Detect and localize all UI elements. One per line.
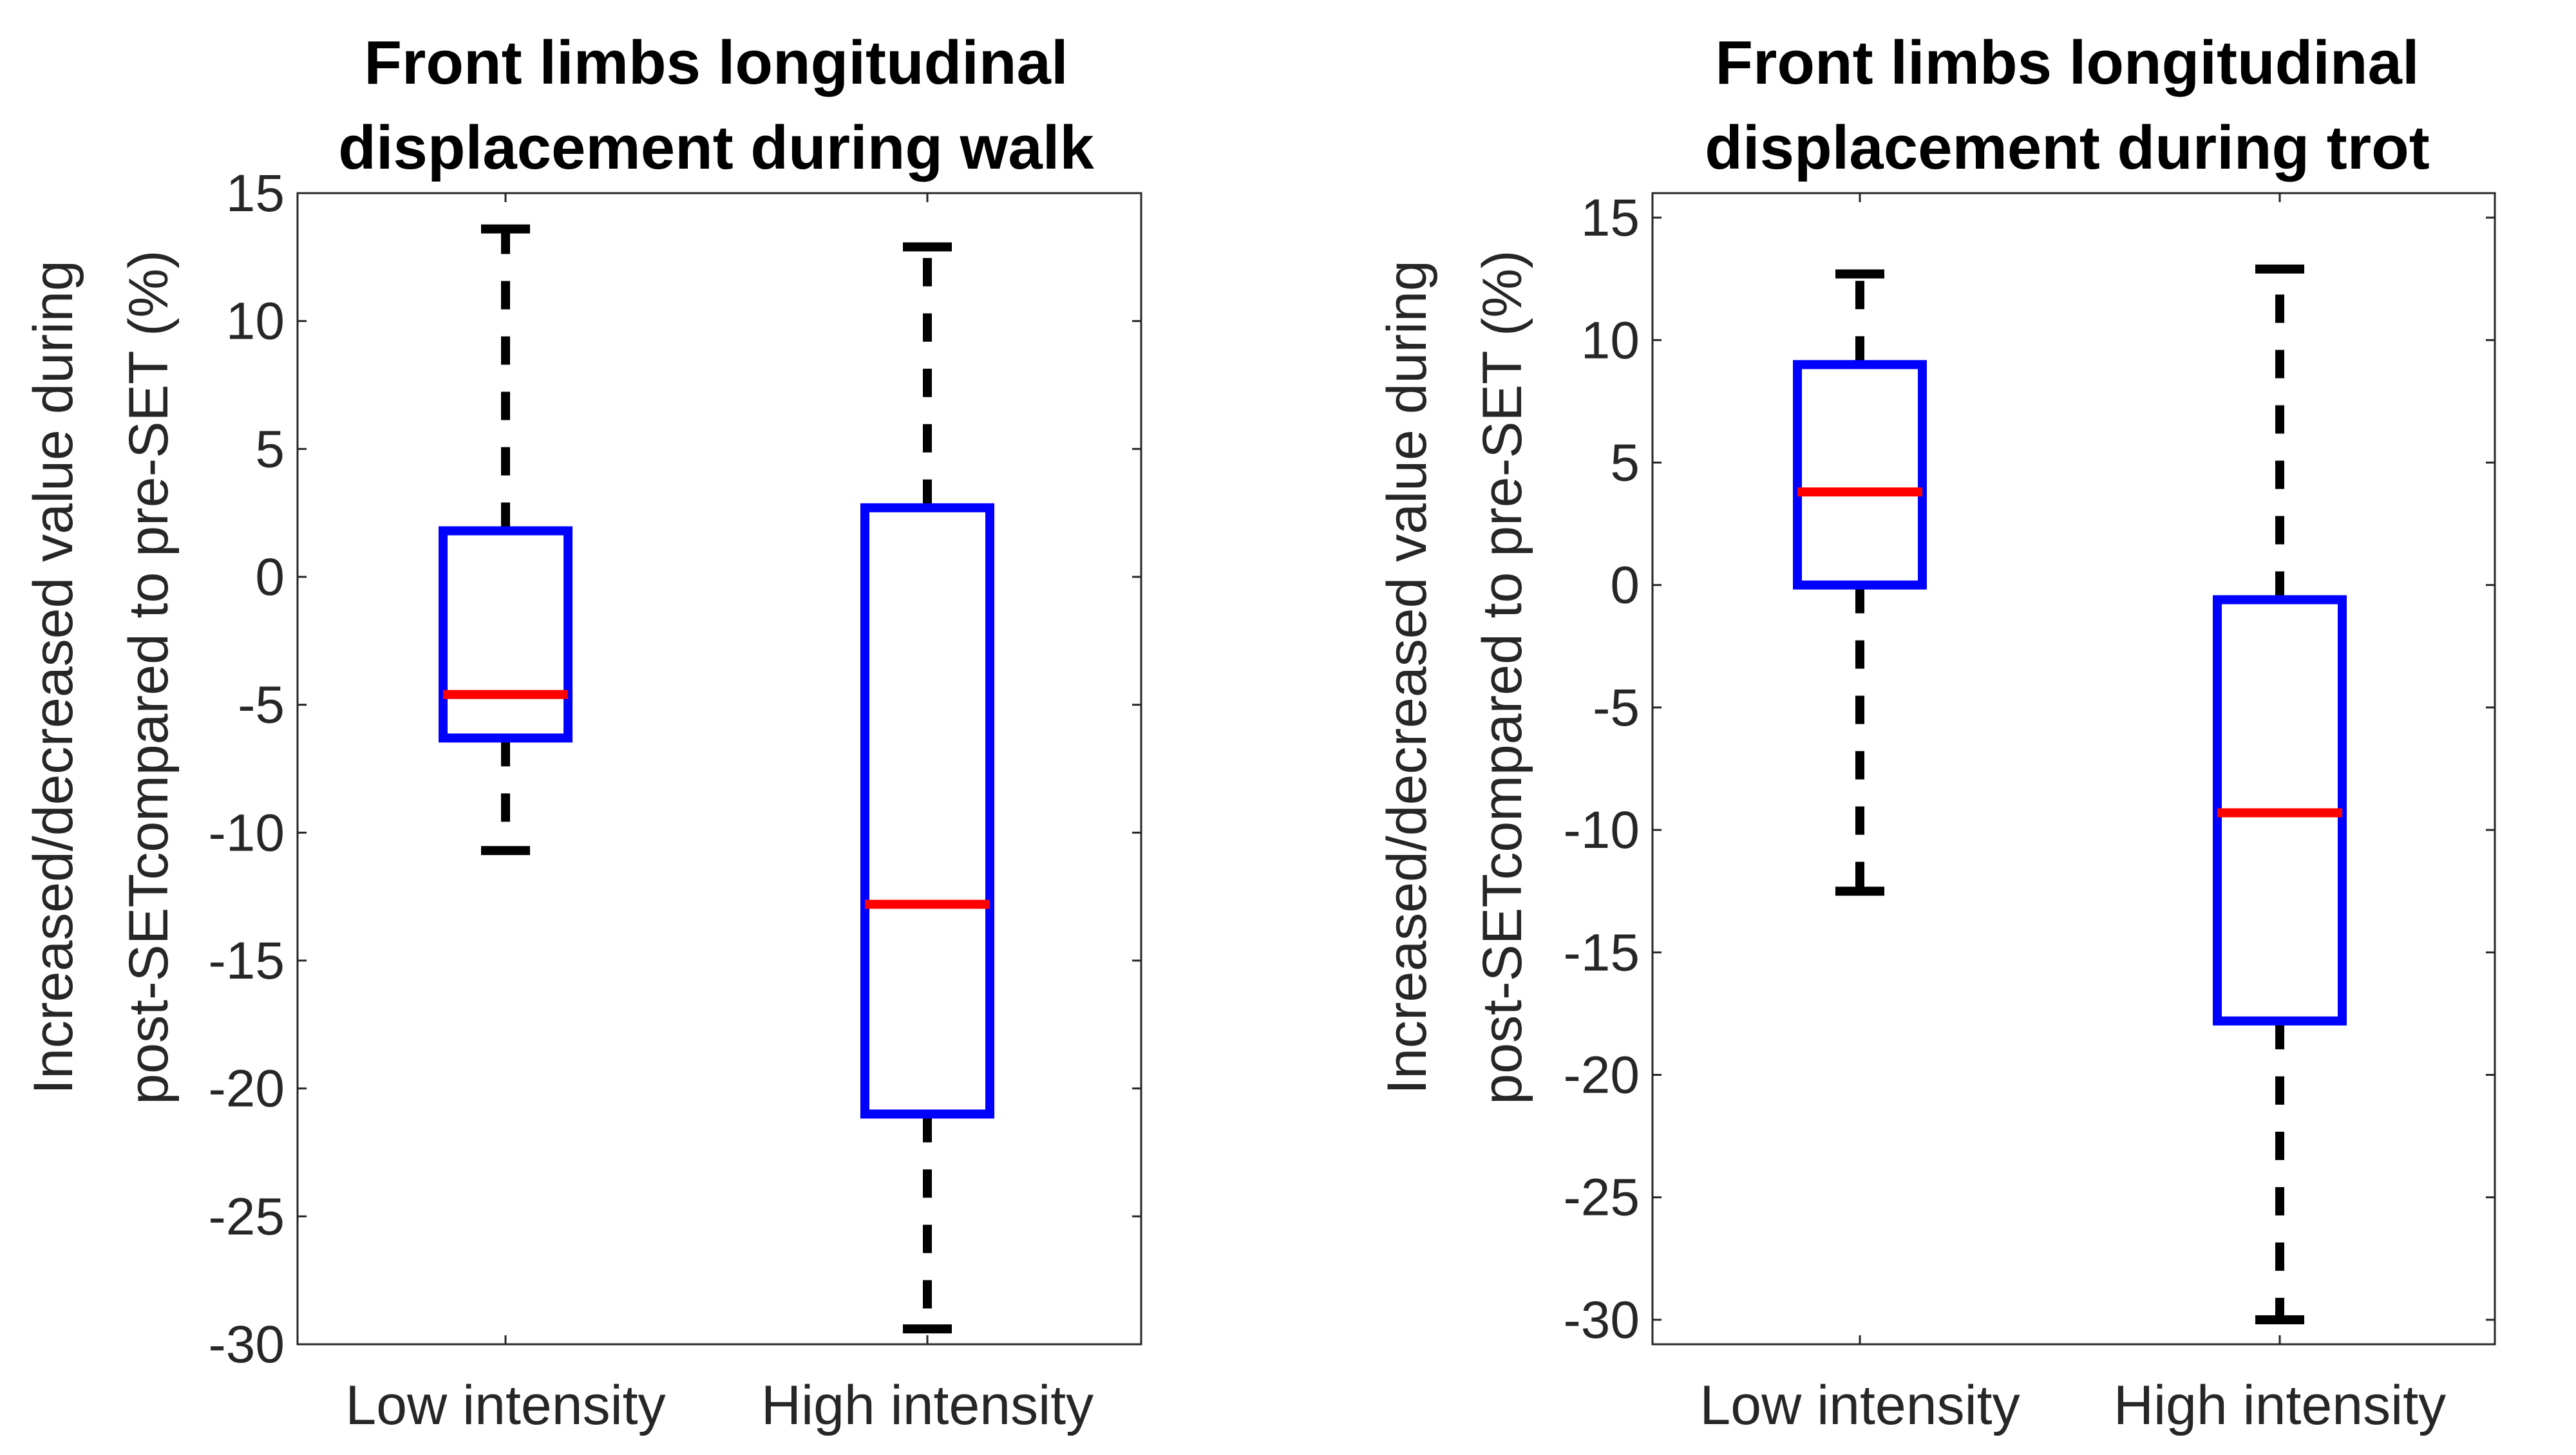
chart-title-line-2: displacement during trot [1705,113,2429,182]
interquartile-box [1793,360,1927,590]
y-tick-label: 0 [1610,556,1640,615]
chart-title-line-1: Front limbs longitudinal [364,28,1068,97]
plot-area: 15 10 5 0 -5 -10 -15 -20 -25 -30 [1563,189,2496,1349]
axes-frame [296,192,1142,1346]
y-tick-label: -20 [1563,1046,1640,1105]
y-tick-label: 0 [255,548,285,606]
y-axis-label-line-1: Increased/decreased value during [1376,260,1438,1094]
interquartile-box [439,526,573,743]
y-axis-label-line-2: post-SETcompared to pre-SET (%) [118,250,180,1104]
y-tick-label: -25 [1563,1169,1640,1227]
y-tick-label: 15 [1581,189,1640,247]
y-tick-label: 10 [226,292,285,351]
y-tick-label: -25 [208,1187,285,1246]
y-tick-label: -30 [208,1315,285,1374]
y-tick-label: -10 [1563,801,1640,859]
y-tick-label: -15 [1563,923,1640,982]
chart-title-line-1: Front limbs longitudinal [1715,28,2419,97]
y-tick-label: -5 [1593,679,1640,737]
y-tick-label: 5 [1610,433,1640,492]
y-tick-label: -5 [238,676,285,735]
box-high-intensity [860,242,994,1334]
y-tick-label: 10 [1581,311,1640,370]
y-tick-label: 15 [226,164,285,223]
plot-area: 15 10 5 0 -5 -10 -15 -20 -25 -30 [208,164,1142,1374]
box-low-intensity [1793,269,1927,896]
y-tick-label: -30 [1563,1291,1640,1349]
x-tick-label-high-intensity: High intensity [2114,1375,2446,1436]
chart-title-line-2: displacement during walk [338,113,1094,182]
axes-frame [1651,192,2496,1346]
box-high-intensity [2213,264,2347,1324]
y-tick-label: -20 [208,1060,285,1118]
y-axis-label-line-2: post-SETcompared to pre-SET (%) [1472,250,1533,1104]
x-tick-label-low-intensity: Low intensity [1700,1375,2020,1436]
interquartile-box [860,503,994,1119]
y-tick-label: 5 [255,420,285,478]
chart-trot: Front limbs longitudinal displacement du… [1376,28,2496,1436]
y-axis-label-line-1: Increased/decreased value during [23,260,84,1094]
chart-walk: Front limbs longitudinal displacement du… [23,28,1142,1436]
box-low-intensity [439,224,573,856]
y-tick-label: -10 [208,803,285,862]
y-tick-label: -15 [208,932,285,990]
x-tick-label-high-intensity: High intensity [761,1375,1094,1436]
x-tick-label-low-intensity: Low intensity [345,1375,665,1436]
